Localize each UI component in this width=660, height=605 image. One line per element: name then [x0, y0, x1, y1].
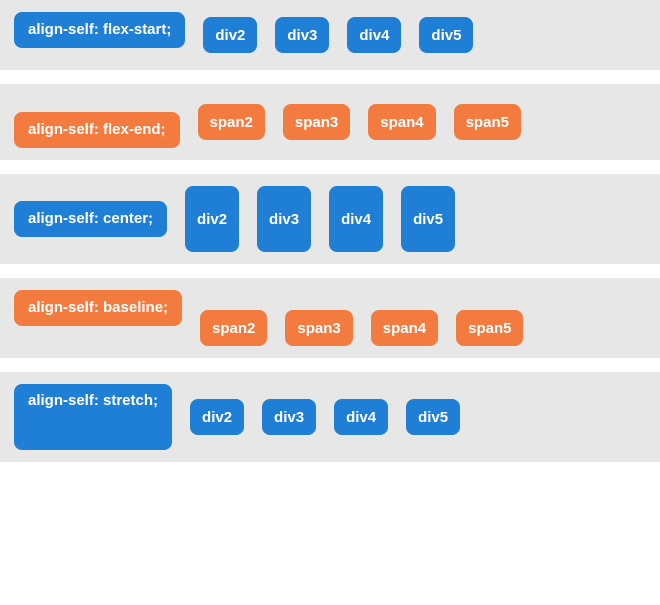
- demo-row-stretch: align-self: stretch; div2 div3 div4 div5: [0, 372, 660, 462]
- flex-item: span4: [371, 310, 438, 346]
- flex-item: span5: [456, 310, 523, 346]
- flex-item: div2: [190, 399, 244, 435]
- flex-item: div4: [329, 186, 383, 252]
- flex-item: span3: [285, 310, 352, 346]
- demo-row-flex-end: align-self: flex-end; span2 span3 span4 span…: [0, 84, 660, 160]
- flex-item: div3: [262, 399, 316, 435]
- flex-item: div5: [419, 17, 473, 53]
- flex-item: div2: [185, 186, 239, 252]
- flex-item: div5: [406, 399, 460, 435]
- flex-item: div4: [334, 399, 388, 435]
- demo-row-flex-start: align-self: flex-start; div2 div3 div4 div5: [0, 0, 660, 70]
- lead-box: align-self: flex-end;: [14, 112, 180, 148]
- lead-box: align-self: flex-start;: [14, 12, 185, 48]
- flex-item: div3: [257, 186, 311, 252]
- flex-item: span4: [368, 104, 435, 140]
- demo-row-center: align-self: center; div2 div3 div4 div5: [0, 174, 660, 264]
- flex-item: div2: [203, 17, 257, 53]
- lead-box: align-self: center;: [14, 201, 167, 237]
- flex-item: span3: [283, 104, 350, 140]
- flex-item: span5: [454, 104, 521, 140]
- flex-item: div5: [401, 186, 455, 252]
- demo-row-baseline: align-self: baseline; span2 span3 span4 span…: [0, 278, 660, 358]
- flex-item: div4: [347, 17, 401, 53]
- flex-item: span2: [200, 310, 267, 346]
- diagram-root: align-self: flex-start;div2div3div4div5a…: [0, 0, 660, 462]
- flex-item: div3: [275, 17, 329, 53]
- lead-box: align-self: baseline;: [14, 290, 182, 326]
- lead-box: align-self: stretch;: [14, 384, 172, 450]
- flex-item: span2: [198, 104, 265, 140]
